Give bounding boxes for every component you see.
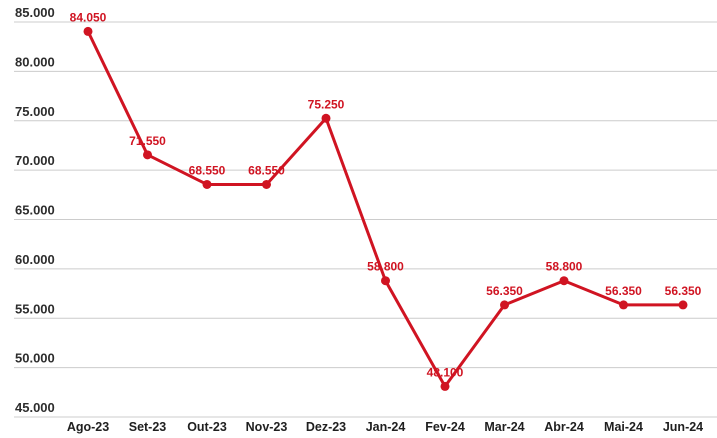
y-axis-tick-label: 50.000 — [15, 351, 55, 366]
data-point — [500, 300, 509, 310]
data-point — [619, 300, 628, 310]
data-point-label: 75.250 — [308, 97, 345, 111]
data-point — [381, 276, 390, 286]
data-point — [262, 179, 271, 189]
y-axis-tick-label: 45.000 — [15, 400, 55, 415]
y-axis-tick-label: 75.000 — [15, 104, 55, 119]
data-point-label: 58.800 — [367, 260, 404, 274]
x-axis-tick-label: Jan-24 — [366, 420, 406, 434]
data-point-label: 71.550 — [129, 134, 166, 148]
data-point — [143, 150, 152, 160]
data-point-label: 68.550 — [189, 163, 226, 177]
data-point — [559, 276, 569, 286]
data-point — [202, 179, 212, 189]
data-point — [678, 300, 688, 310]
x-axis-tick-label: Set-23 — [129, 420, 167, 434]
data-point — [321, 113, 331, 123]
y-axis-tick-label: 85.000 — [15, 5, 55, 20]
y-axis-tick-label: 70.000 — [15, 153, 55, 168]
x-axis-tick-label: Mar-24 — [484, 420, 524, 434]
data-point-label: 56.350 — [605, 284, 642, 298]
trend-line — [86, 29, 685, 388]
x-axis-tick-label: Dez-23 — [306, 420, 346, 434]
x-axis-tick-label: Nov-23 — [246, 420, 288, 434]
x-axis-tick-label: Abr-24 — [544, 420, 584, 434]
data-point-label: 68.550 — [248, 163, 285, 177]
data-point-label: 48.100 — [427, 365, 464, 379]
x-axis-tick-label: Ago-23 — [67, 420, 109, 434]
data-point-label: 56.350 — [665, 284, 702, 298]
x-axis-tick-label: Jun-24 — [663, 420, 703, 434]
data-point-label: 84.050 — [70, 10, 107, 24]
y-axis-tick-label: 55.000 — [15, 301, 55, 316]
x-axis-tick-label: Mai-24 — [604, 420, 643, 434]
x-axis-tick-label: Fev-24 — [425, 420, 465, 434]
y-axis-tick-label: 80.000 — [15, 54, 55, 69]
data-point-label: 58.800 — [546, 260, 583, 274]
data-point — [440, 381, 450, 391]
data-point — [83, 26, 93, 36]
y-axis-tick-label: 60.000 — [15, 252, 55, 267]
x-axis-tick-label: Out-23 — [187, 420, 227, 434]
data-point-label: 56.350 — [486, 284, 523, 298]
y-axis-tick-label: 65.000 — [15, 203, 55, 218]
